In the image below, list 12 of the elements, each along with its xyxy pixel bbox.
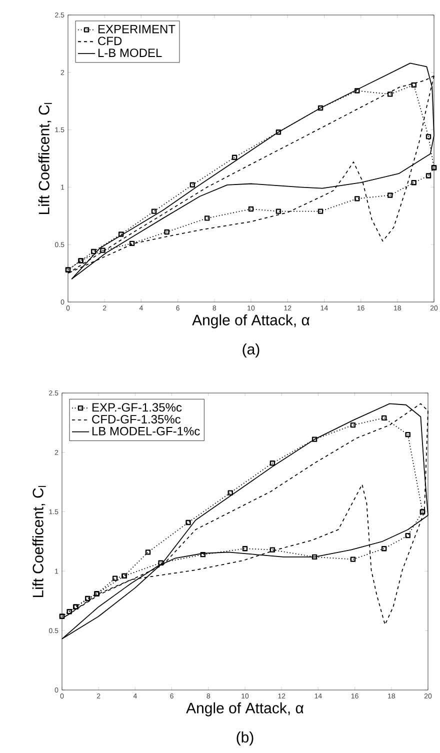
x-axis-title: Angle of Attack, α bbox=[186, 702, 304, 716]
x-axis-title: Angle of Attack, α bbox=[192, 314, 310, 328]
text: (a) bbox=[242, 344, 260, 358]
legend-label: CFD-GF-1.35%c bbox=[92, 415, 181, 424]
text: (b) bbox=[236, 732, 254, 746]
legend-label: EXP.-GF-1.35%c bbox=[92, 403, 182, 412]
legend-label: L-B MODEL bbox=[98, 48, 162, 58]
legend-label: CFD bbox=[98, 36, 122, 46]
legend-label: LB MODEL-GF-1%c bbox=[92, 426, 200, 436]
y-axis-title: Lift Coefficent, C$_{l}$ bbox=[32, 486, 46, 597]
y-axis-title: Lift Coefficent, C$_{l}$ bbox=[38, 102, 52, 214]
legend-label: EXPERIMENT bbox=[98, 24, 176, 34]
